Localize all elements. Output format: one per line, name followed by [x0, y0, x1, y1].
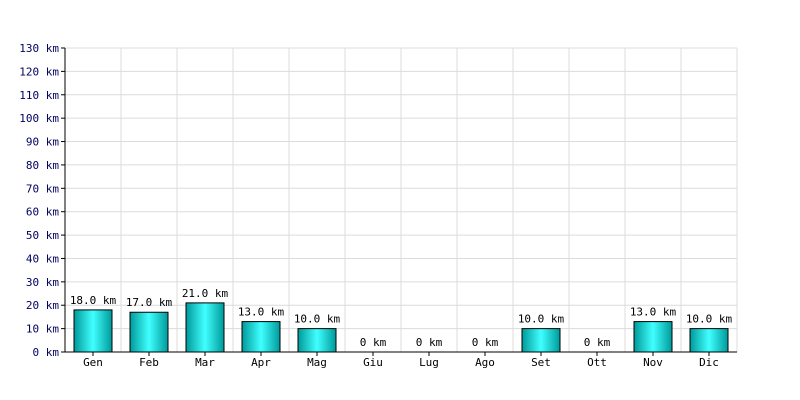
y-tick-label: 60 km — [26, 206, 59, 219]
data-label: 0 km — [584, 336, 611, 349]
y-tick-label: 90 km — [26, 136, 59, 149]
y-tick-label: 110 km — [19, 89, 59, 102]
x-tick-label: Mag — [307, 356, 327, 369]
y-tick-label: 80 km — [26, 159, 59, 172]
x-tick-label: Apr — [251, 356, 271, 369]
data-label: 10.0 km — [518, 313, 565, 326]
y-tick-label: 100 km — [19, 112, 59, 125]
x-tick-label: Nov — [643, 356, 663, 369]
y-tick-label: 0 km — [33, 346, 60, 359]
bar-dic — [689, 328, 729, 353]
bar-feb — [129, 311, 169, 353]
data-label: 0 km — [360, 336, 387, 349]
bar-mar — [185, 302, 225, 353]
data-label: 13.0 km — [238, 306, 285, 319]
y-tick-label: 40 km — [26, 252, 59, 265]
y-tick-label: 20 km — [26, 299, 59, 312]
y-tick-label: 10 km — [26, 323, 59, 336]
x-tick-label: Feb — [139, 356, 159, 369]
bar-mag — [297, 328, 337, 353]
data-label: 13.0 km — [630, 306, 677, 319]
y-tick-label: 70 km — [26, 182, 59, 195]
bar-apr — [241, 321, 281, 353]
x-tick-labels: Gen Feb Mar Apr Mag Giu Lug Ago Set Ott Nov Dic — [83, 356, 719, 369]
y-tick-label: 130 km — [19, 42, 59, 55]
y-tick-label: 120 km — [19, 65, 59, 78]
x-tick-label: Giu — [363, 356, 383, 369]
x-tick-label: Mar — [195, 356, 215, 369]
y-tick-labels: 0 km 10 km 20 km 30 km 40 km 50 km 60 km 70 km 8… — [19, 42, 59, 359]
x-tick-label: Dic — [699, 356, 719, 369]
data-labels: 18.0 km 17.0 km 21.0 km 13.0 km 10.0 km 0 km 0… — [70, 287, 733, 349]
y-tick-label: 50 km — [26, 229, 59, 242]
x-tick-label: Gen — [83, 356, 103, 369]
data-label: 21.0 km — [182, 287, 229, 300]
data-label: 10.0 km — [294, 313, 341, 326]
data-label: 10.0 km — [686, 313, 733, 326]
bars — [73, 302, 729, 353]
bar-gen — [73, 309, 113, 353]
y-tick-label: 30 km — [26, 276, 59, 289]
x-tick-label: Ott — [587, 356, 607, 369]
data-label: 18.0 km — [70, 294, 117, 307]
bar-nov — [633, 321, 673, 353]
data-label: 0 km — [472, 336, 499, 349]
data-label: 0 km — [416, 336, 443, 349]
x-tick-label: Lug — [419, 356, 439, 369]
bar-set — [521, 328, 561, 353]
grid-lines — [64, 47, 738, 353]
data-label: 17.0 km — [126, 296, 173, 309]
x-tick-label: Ago — [475, 356, 495, 369]
x-tick-label: Set — [531, 356, 551, 369]
axes — [61, 47, 737, 356]
